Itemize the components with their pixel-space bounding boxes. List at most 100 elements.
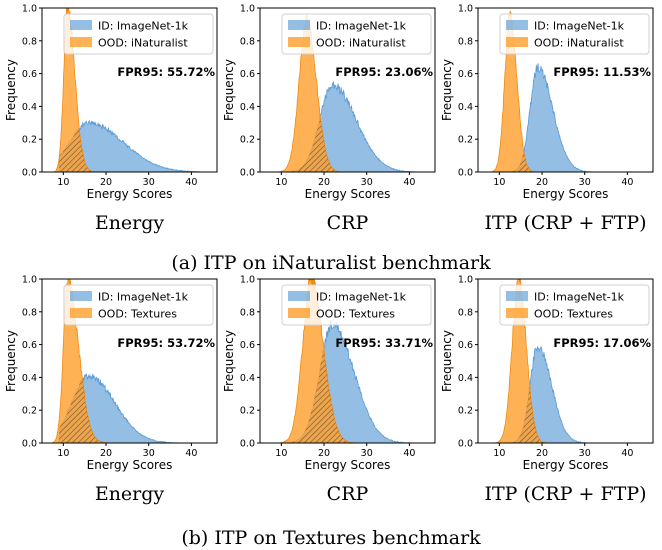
- legend-swatch: [506, 308, 528, 318]
- legend-box: [499, 284, 650, 326]
- y-tick-label: 1.0: [22, 4, 37, 15]
- x-tick-label: 40: [621, 448, 633, 459]
- y-tick-label: 0.8: [458, 307, 473, 318]
- x-tick-label: 40: [185, 448, 197, 459]
- x-tick-label: 20: [536, 177, 548, 188]
- x-tick-label: 40: [403, 448, 415, 459]
- legend-label: OOD: iNaturalist: [316, 37, 406, 50]
- legend-label: ID: ImageNet-1k: [98, 291, 189, 304]
- legend-label: OOD: Textures: [316, 308, 395, 321]
- legend-label: ID: ImageNet-1k: [534, 291, 625, 304]
- legend-label: OOD: iNaturalist: [534, 37, 624, 50]
- y-axis-label: Frequency: [222, 330, 236, 392]
- panels: 0.0 0.2 0.4 0.6 0.8 1.0 10 20 30 40 Energy Scores F…: [4, 4, 654, 505]
- legend-swatch: [70, 20, 92, 30]
- legend-label: ID: ImageNet-1k: [534, 20, 625, 33]
- chart-panel: 0.0 0.2 0.4 0.6 0.8 1.0 10 20 30 40 Energy Scores F…: [440, 4, 654, 234]
- x-tick-label: 40: [403, 177, 415, 188]
- legend-label: ID: ImageNet-1k: [316, 20, 407, 33]
- x-tick-label: 20: [100, 177, 112, 188]
- y-tick-label: 1.0: [22, 275, 37, 286]
- id-series-area: [260, 80, 435, 172]
- y-tick-label: 0.0: [458, 168, 473, 179]
- y-axis-label: Frequency: [440, 59, 454, 121]
- legend-swatch: [506, 37, 528, 47]
- method-label: ITP (CRP + FTP): [484, 483, 646, 505]
- y-tick-label: 0.2: [240, 135, 255, 146]
- y-tick-label: 0.0: [22, 439, 37, 450]
- legend-swatch: [506, 20, 528, 30]
- legend-swatch: [288, 291, 310, 301]
- x-axis-label: Energy Scores: [523, 458, 609, 472]
- y-tick-label: 0.8: [240, 36, 255, 47]
- y-tick-label: 0.6: [240, 69, 255, 80]
- x-tick-label: 30: [361, 448, 373, 459]
- legend-box: [281, 13, 432, 55]
- x-tick-label: 20: [536, 448, 548, 459]
- y-tick-label: 1.0: [458, 4, 473, 15]
- fpr95-annotation: FPR95: 17.06%: [553, 336, 651, 350]
- chart-panel: 0.0 0.2 0.4 0.6 0.8 1.0 10 20 30 40 Energy Scores F…: [222, 4, 436, 234]
- x-tick-label: 40: [185, 177, 197, 188]
- x-tick-label: 30: [579, 448, 591, 459]
- y-tick-label: 0.4: [458, 373, 473, 384]
- y-tick-label: 0.4: [240, 102, 255, 113]
- x-tick-label: 20: [318, 177, 330, 188]
- y-tick-label: 0.0: [240, 439, 255, 450]
- legend-box: [63, 13, 214, 55]
- method-label: Energy: [95, 483, 165, 505]
- y-tick-label: 0.6: [458, 69, 473, 80]
- legend-swatch: [506, 291, 528, 301]
- y-tick-label: 0.6: [22, 340, 37, 351]
- x-tick-label: 10: [57, 448, 69, 459]
- x-tick-label: 30: [579, 177, 591, 188]
- y-tick-label: 1.0: [240, 4, 255, 15]
- overlap-hatched-area: [42, 379, 217, 443]
- method-label: CRP: [327, 212, 369, 234]
- legend-swatch: [70, 37, 92, 47]
- overlap-hatched-area: [478, 153, 653, 172]
- axes-frame: [477, 7, 654, 173]
- y-axis-label: Frequency: [4, 330, 18, 392]
- x-tick-label: 30: [361, 177, 373, 188]
- ood-series-area: [260, 279, 435, 443]
- fpr95-annotation: FPR95: 11.53%: [553, 65, 651, 79]
- axes-frame: [41, 278, 218, 444]
- legend-label: ID: ImageNet-1k: [316, 291, 407, 304]
- axes-frame: [477, 278, 654, 444]
- method-label: Energy: [95, 212, 165, 234]
- y-tick-label: 0.6: [458, 340, 473, 351]
- fpr95-annotation: FPR95: 53.72%: [117, 336, 215, 350]
- legend-box: [63, 284, 214, 326]
- y-tick-label: 0.0: [22, 168, 37, 179]
- y-axis-label: Frequency: [440, 330, 454, 392]
- overlap-hatched-area: [42, 128, 217, 172]
- x-tick-label: 10: [57, 177, 69, 188]
- y-tick-label: 0.6: [22, 69, 37, 80]
- y-axis-label: Frequency: [4, 59, 18, 121]
- x-tick-label: 10: [275, 448, 287, 459]
- axes-frame: [259, 278, 436, 444]
- fpr95-annotation: FPR95: 33.71%: [335, 336, 433, 350]
- y-tick-label: 0.0: [458, 439, 473, 450]
- x-axis-label: Energy Scores: [87, 187, 173, 201]
- y-tick-label: 0.2: [458, 135, 473, 146]
- x-tick-label: 10: [493, 177, 505, 188]
- caption-a: (a) ITP on iNaturalist benchmark: [171, 252, 491, 274]
- legend-box: [499, 13, 650, 55]
- y-tick-label: 0.4: [240, 373, 255, 384]
- chart-panel: 0.0 0.2 0.4 0.6 0.8 1.0 10 20 30 40 Energy Scores F…: [440, 275, 654, 505]
- x-tick-label: 40: [621, 177, 633, 188]
- y-tick-label: 0.8: [22, 36, 37, 47]
- x-tick-label: 30: [143, 448, 155, 459]
- legend-label: OOD: iNaturalist: [98, 37, 188, 50]
- y-tick-label: 0.8: [458, 36, 473, 47]
- y-tick-label: 1.0: [458, 275, 473, 286]
- x-tick-label: 10: [493, 448, 505, 459]
- fpr95-annotation: FPR95: 55.72%: [117, 65, 215, 79]
- legend-swatch: [70, 308, 92, 318]
- y-tick-label: 1.0: [240, 275, 255, 286]
- x-axis-label: Energy Scores: [305, 187, 391, 201]
- y-tick-label: 0.6: [240, 340, 255, 351]
